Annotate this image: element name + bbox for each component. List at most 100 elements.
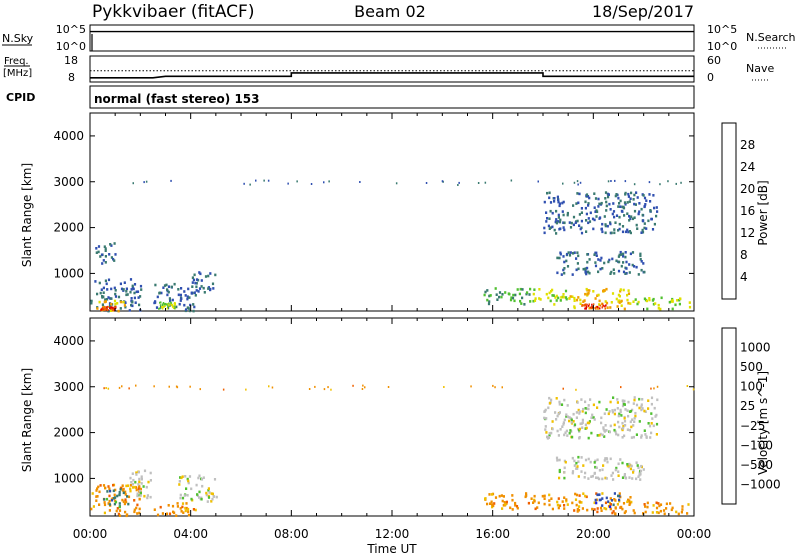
rti-cell bbox=[486, 289, 489, 292]
rti-cell bbox=[611, 292, 615, 295]
rti-cell bbox=[101, 303, 104, 306]
rti-cell bbox=[571, 456, 574, 460]
rti-cell bbox=[579, 302, 582, 305]
rti-cell bbox=[633, 216, 636, 219]
rti-cell bbox=[132, 182, 134, 185]
rti-cell bbox=[585, 303, 587, 306]
rti-cell bbox=[556, 195, 559, 199]
y-tick-label: 3000 bbox=[53, 380, 84, 394]
rti-cell bbox=[605, 209, 608, 212]
rti-cell bbox=[131, 482, 134, 486]
rti-cell bbox=[611, 410, 614, 414]
rti-cell bbox=[593, 461, 596, 464]
colorbar-tick-label: −100 bbox=[740, 438, 773, 452]
rti-cell bbox=[135, 473, 138, 476]
rti-cell bbox=[173, 305, 175, 308]
rti-cell bbox=[567, 251, 570, 254]
rti-cell bbox=[655, 501, 658, 505]
rti-cell bbox=[549, 201, 553, 204]
rti-cell bbox=[610, 180, 612, 182]
rti-cell bbox=[618, 301, 621, 304]
rti-cell bbox=[588, 196, 591, 200]
rti-cell bbox=[573, 296, 576, 300]
rti-cell bbox=[118, 502, 121, 505]
rti-cell bbox=[149, 471, 152, 475]
rti-cell bbox=[170, 285, 173, 289]
rti-cell bbox=[591, 474, 594, 478]
rti-cell bbox=[637, 212, 640, 216]
rti-cell bbox=[328, 180, 330, 183]
rti-cell bbox=[159, 301, 161, 304]
rti-cell bbox=[101, 308, 103, 311]
rti-cell bbox=[546, 191, 549, 195]
rti-cell bbox=[168, 304, 170, 307]
rti-cell bbox=[178, 483, 181, 486]
rti-cell bbox=[496, 298, 499, 301]
rti-cell bbox=[135, 471, 138, 474]
rti-cell bbox=[208, 491, 211, 494]
rti-cell bbox=[550, 431, 553, 435]
rti-cell bbox=[587, 304, 590, 307]
rti-cell bbox=[613, 412, 616, 416]
rti-cell bbox=[129, 487, 132, 491]
rti-cell bbox=[184, 506, 187, 510]
rti-cell bbox=[592, 290, 595, 293]
rti-cell bbox=[603, 459, 606, 462]
rti-cell bbox=[135, 506, 138, 510]
rti-cell bbox=[108, 509, 111, 512]
rti-cell bbox=[591, 303, 593, 306]
rti-cell bbox=[615, 466, 618, 470]
rti-cell bbox=[95, 247, 98, 250]
rti-cell bbox=[616, 398, 619, 401]
rti-cell bbox=[626, 201, 629, 204]
rti-cell bbox=[640, 260, 643, 263]
y-tick-label: 1000 bbox=[53, 471, 84, 485]
cpid-frame bbox=[89, 85, 695, 109]
rti-cell bbox=[95, 495, 98, 498]
rti-cell bbox=[584, 471, 587, 475]
rti-cell bbox=[617, 196, 620, 200]
rti-cell bbox=[621, 230, 625, 234]
rti-cell bbox=[644, 505, 647, 508]
rti-cell bbox=[119, 488, 122, 491]
rti-cell bbox=[607, 193, 610, 196]
rti-cell bbox=[352, 384, 354, 387]
rti-cell bbox=[129, 484, 133, 487]
rti-cell bbox=[628, 219, 631, 222]
rti-cell bbox=[553, 303, 556, 306]
rti-cell bbox=[601, 305, 604, 308]
rti-cell bbox=[655, 214, 658, 218]
rti-cell bbox=[631, 418, 634, 421]
rti-cell bbox=[621, 436, 624, 439]
rti-cell bbox=[602, 304, 605, 307]
rti-cell bbox=[558, 204, 561, 208]
rti-cell bbox=[643, 409, 646, 413]
rti-cell bbox=[595, 305, 598, 308]
rti-cell bbox=[617, 205, 620, 208]
rti-cell bbox=[653, 222, 656, 226]
rti-cell bbox=[187, 481, 190, 485]
rti-cell bbox=[111, 309, 114, 312]
rti-cell bbox=[588, 420, 591, 423]
rti-cell bbox=[637, 273, 640, 276]
rti-cell bbox=[494, 287, 497, 290]
rti-cell bbox=[207, 496, 211, 499]
rti-cell bbox=[633, 420, 636, 423]
colorbar-tick-label: 20 bbox=[740, 182, 755, 196]
rti-cell bbox=[573, 423, 577, 426]
rti-cell bbox=[581, 304, 583, 307]
rti-cell bbox=[184, 294, 187, 297]
rti-cell bbox=[633, 398, 636, 402]
rti-cell bbox=[659, 183, 661, 186]
rti-cell bbox=[634, 298, 637, 301]
rti-cell bbox=[596, 307, 600, 310]
rti-cell bbox=[599, 307, 601, 310]
rti-cell bbox=[140, 482, 143, 485]
power-colorbar: 4 8 12 16 20 24 28 bbox=[721, 122, 755, 300]
rti-cell bbox=[604, 197, 607, 200]
rti-cell bbox=[103, 387, 105, 390]
rti-cell bbox=[620, 386, 622, 389]
y-tick-label: 4000 bbox=[53, 334, 84, 348]
rti-cell bbox=[592, 403, 595, 407]
rti-cell bbox=[102, 295, 105, 299]
